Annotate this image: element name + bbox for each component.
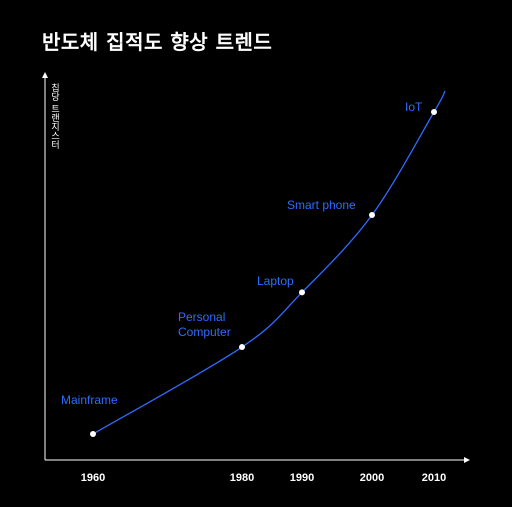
x-tick-label: 1990 bbox=[290, 472, 314, 484]
data-point bbox=[431, 109, 437, 115]
data-label-line: Computer bbox=[178, 325, 231, 339]
data-label-line: Mainframe bbox=[61, 393, 118, 407]
data-label: Smart phone bbox=[287, 198, 356, 212]
data-label: Mainframe bbox=[61, 393, 118, 407]
data-label-line: Smart phone bbox=[287, 198, 356, 212]
data-label: Laptop bbox=[257, 274, 294, 288]
x-axis-arrow bbox=[464, 457, 470, 463]
data-point bbox=[239, 344, 245, 351]
data-point bbox=[90, 431, 96, 437]
data-label: Personal Computer bbox=[178, 310, 231, 339]
chart-title: 반도체 집적도 향상 트렌드 bbox=[42, 30, 273, 54]
x-tick-label: 2010 bbox=[422, 472, 446, 484]
x-tick-label: 1960 bbox=[81, 472, 105, 484]
data-label-line: Personal bbox=[178, 310, 225, 324]
data-point bbox=[299, 289, 305, 296]
y-axis-arrow bbox=[42, 72, 48, 78]
y-axis-label: 칩당 트랜지스터 bbox=[49, 83, 59, 149]
data-point bbox=[369, 212, 375, 219]
data-label: IoT bbox=[405, 100, 423, 114]
curve-layer bbox=[92, 90, 446, 435]
trend-line bbox=[92, 90, 446, 435]
x-tick-label: 1980 bbox=[230, 472, 254, 484]
x-tick-label: 2000 bbox=[360, 472, 384, 484]
data-label-line: Laptop bbox=[257, 274, 294, 288]
axes bbox=[42, 72, 470, 463]
points-layer: Mainframe Personal Computer Laptop Smart pho… bbox=[61, 100, 437, 437]
data-label-line: IoT bbox=[405, 100, 423, 114]
x-tick-labels: 1960 1980 1990 2000 2010 bbox=[81, 472, 446, 484]
